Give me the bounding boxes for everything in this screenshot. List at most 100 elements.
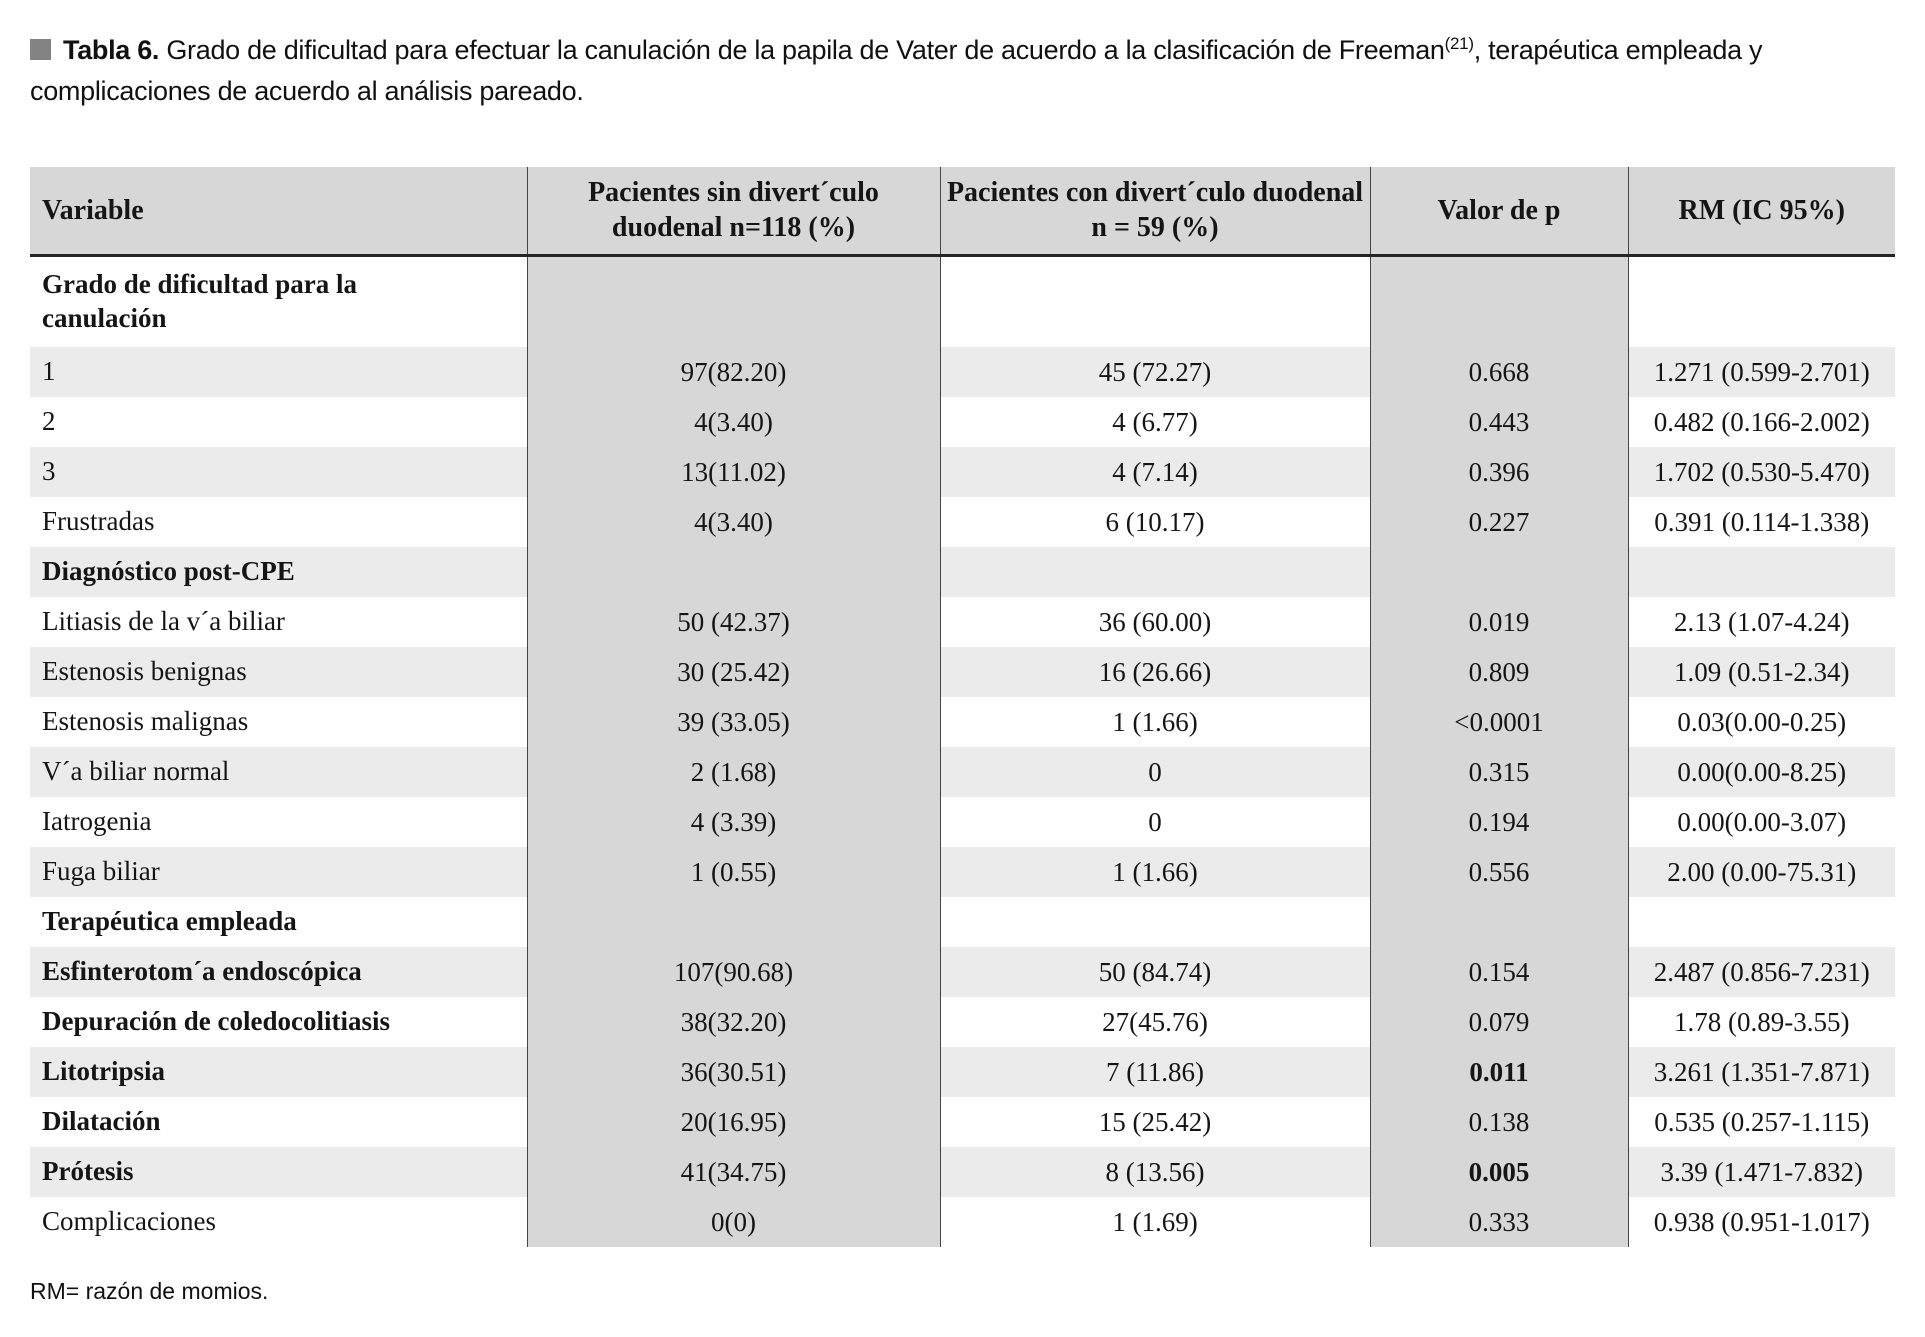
table-caption-text: Grado de dificultad para efectuar la can… bbox=[166, 35, 1445, 65]
sin-diverticulo-cell: 36(30.51) bbox=[526, 1047, 940, 1097]
con-diverticulo-cell: 6 (10.17) bbox=[939, 497, 1370, 547]
table-row: 3 13(11.02) 4 (7.14) 0.396 1.702 (0.530-… bbox=[30, 447, 1895, 497]
sin-diverticulo-cell: 1 (0.55) bbox=[526, 847, 940, 897]
rm-cell bbox=[1627, 255, 1895, 347]
p-value-cell: 0.005 bbox=[1369, 1147, 1628, 1197]
p-value-cell: 0.154 bbox=[1369, 947, 1628, 997]
rm-cell: 2.13 (1.07-4.24) bbox=[1627, 597, 1895, 647]
table-row: V´a biliar normal 2 (1.68) 0 0.315 0.00(… bbox=[30, 747, 1895, 797]
p-value-cell bbox=[1369, 897, 1628, 947]
con-diverticulo-cell: 8 (13.56) bbox=[939, 1147, 1370, 1197]
rm-cell: 0.482 (0.166-2.002) bbox=[1627, 397, 1895, 447]
p-value-cell: 0.809 bbox=[1369, 647, 1628, 697]
con-diverticulo-cell: 15 (25.42) bbox=[939, 1097, 1370, 1147]
con-diverticulo-cell: 4 (6.77) bbox=[939, 397, 1370, 447]
con-diverticulo-cell: 1 (1.66) bbox=[939, 697, 1370, 747]
rm-cell bbox=[1627, 547, 1895, 597]
sin-diverticulo-cell: 97(82.20) bbox=[526, 347, 940, 397]
rm-cell: 3.261 (1.351-7.871) bbox=[1627, 1047, 1895, 1097]
variable-cell: Litotripsia bbox=[30, 1047, 527, 1097]
rm-cell: 1.271 (0.599-2.701) bbox=[1627, 347, 1895, 397]
con-diverticulo-cell: 16 (26.66) bbox=[939, 647, 1370, 697]
p-value-cell: 0.668 bbox=[1369, 347, 1628, 397]
variable-cell: V´a biliar normal bbox=[30, 747, 527, 797]
p-value-cell: 0.227 bbox=[1369, 497, 1628, 547]
p-value-cell: 0.556 bbox=[1369, 847, 1628, 897]
rm-cell: 3.39 (1.471-7.832) bbox=[1627, 1147, 1895, 1197]
sin-diverticulo-cell: 4(3.40) bbox=[526, 497, 940, 547]
p-value-cell: 0.396 bbox=[1369, 447, 1628, 497]
rm-cell: 0.00(0.00-8.25) bbox=[1627, 747, 1895, 797]
p-value-cell: <0.0001 bbox=[1369, 697, 1628, 747]
table-row: 2 4(3.40) 4 (6.77) 0.443 0.482 (0.166-2.… bbox=[30, 397, 1895, 447]
table-row: Depuración de coledocolitiasis 38(32.20)… bbox=[30, 997, 1895, 1047]
variable-cell: Prótesis bbox=[30, 1147, 527, 1197]
rm-cell: 2.487 (0.856-7.231) bbox=[1627, 947, 1895, 997]
sin-diverticulo-cell bbox=[526, 897, 940, 947]
variable-cell: 2 bbox=[30, 397, 527, 447]
sin-diverticulo-cell: 38(32.20) bbox=[526, 997, 940, 1047]
p-value-cell: 0.333 bbox=[1369, 1197, 1628, 1247]
variable-cell: Frustradas bbox=[30, 497, 527, 547]
table-footnote: RM= razón de momios. bbox=[30, 1278, 269, 1304]
variable-cell: 3 bbox=[30, 447, 527, 497]
column-header-sin-diverticulo: Pacientes sin divert´culo duodenal n=118… bbox=[526, 167, 940, 257]
table-row: Esfinterotom´a endoscópica 107(90.68) 50… bbox=[30, 947, 1895, 997]
rm-cell: 1.702 (0.530-5.470) bbox=[1627, 447, 1895, 497]
variable-cell: Diagnóstico post-CPE bbox=[30, 547, 527, 597]
table-header: Variable Pacientes sin divert´culo duode… bbox=[30, 167, 1895, 257]
con-diverticulo-cell: 45 (72.27) bbox=[939, 347, 1370, 397]
table-body: Grado de dificultad para la canulación 1… bbox=[30, 255, 1895, 1247]
p-value-cell: 0.194 bbox=[1369, 797, 1628, 847]
variable-cell: Fuga biliar bbox=[30, 847, 527, 897]
table-row: Prótesis 41(34.75) 8 (13.56) 0.005 3.39 … bbox=[30, 1147, 1895, 1197]
rm-cell: 1.09 (0.51-2.34) bbox=[1627, 647, 1895, 697]
column-header-variable: Variable bbox=[30, 167, 527, 257]
table-row: Litotripsia 36(30.51) 7 (11.86) 0.011 3.… bbox=[30, 1047, 1895, 1097]
rm-cell: 1.78 (0.89-3.55) bbox=[1627, 997, 1895, 1047]
sin-diverticulo-cell: 20(16.95) bbox=[526, 1097, 940, 1147]
rm-cell: 0.00(0.00-3.07) bbox=[1627, 797, 1895, 847]
variable-cell: Estenosis malignas bbox=[30, 697, 527, 747]
table-row: Estenosis malignas 39 (33.05) 1 (1.66) <… bbox=[30, 697, 1895, 747]
variable-cell: 1 bbox=[30, 347, 527, 397]
con-diverticulo-cell: 27(45.76) bbox=[939, 997, 1370, 1047]
table-row: Iatrogenia 4 (3.39) 0 0.194 0.00(0.00-3.… bbox=[30, 797, 1895, 847]
variable-cell: Dilatación bbox=[30, 1097, 527, 1147]
table-row-section: Terapéutica empleada bbox=[30, 897, 1895, 947]
con-diverticulo-cell: 0 bbox=[939, 747, 1370, 797]
sin-diverticulo-cell: 0(0) bbox=[526, 1197, 940, 1247]
sin-diverticulo-cell: 41(34.75) bbox=[526, 1147, 940, 1197]
table-row: Estenosis benignas 30 (25.42) 16 (26.66)… bbox=[30, 647, 1895, 697]
p-value-cell: 0.138 bbox=[1369, 1097, 1628, 1147]
table-row: Fuga biliar 1 (0.55) 1 (1.66) 0.556 2.00… bbox=[30, 847, 1895, 897]
reference-superscript: (21) bbox=[1444, 34, 1474, 53]
variable-cell: Complicaciones bbox=[30, 1197, 527, 1247]
con-diverticulo-cell: 1 (1.69) bbox=[939, 1197, 1370, 1247]
rm-cell: 0.938 (0.951-1.017) bbox=[1627, 1197, 1895, 1247]
con-diverticulo-cell: 1 (1.66) bbox=[939, 847, 1370, 897]
table-row: Frustradas 4(3.40) 6 (10.17) 0.227 0.391… bbox=[30, 497, 1895, 547]
variable-cell: Terapéutica empleada bbox=[30, 897, 527, 947]
variable-cell: Litiasis de la v´a biliar bbox=[30, 597, 527, 647]
con-diverticulo-cell: 50 (84.74) bbox=[939, 947, 1370, 997]
table-row: Complicaciones 0(0) 1 (1.69) 0.333 0.938… bbox=[30, 1197, 1895, 1247]
con-diverticulo-cell: 0 bbox=[939, 797, 1370, 847]
p-value-cell bbox=[1369, 547, 1628, 597]
square-bullet-icon bbox=[30, 39, 51, 60]
con-diverticulo-cell: 4 (7.14) bbox=[939, 447, 1370, 497]
p-value-cell: 0.443 bbox=[1369, 397, 1628, 447]
table-row-section: Grado de dificultad para la canulación bbox=[30, 255, 1895, 347]
table-caption: Tabla 6. Grado de dificultad para efectu… bbox=[30, 30, 1902, 111]
statistics-table: Variable Pacientes sin divert´culo duode… bbox=[30, 167, 1895, 1247]
p-value-cell bbox=[1369, 255, 1628, 347]
rm-cell bbox=[1627, 897, 1895, 947]
con-diverticulo-cell: 7 (11.86) bbox=[939, 1047, 1370, 1097]
sin-diverticulo-cell: 30 (25.42) bbox=[526, 647, 940, 697]
table-row-section: Diagnóstico post-CPE bbox=[30, 547, 1895, 597]
con-diverticulo-cell bbox=[939, 897, 1370, 947]
con-diverticulo-cell bbox=[939, 255, 1370, 347]
con-diverticulo-cell: 36 (60.00) bbox=[939, 597, 1370, 647]
sin-diverticulo-cell: 107(90.68) bbox=[526, 947, 940, 997]
